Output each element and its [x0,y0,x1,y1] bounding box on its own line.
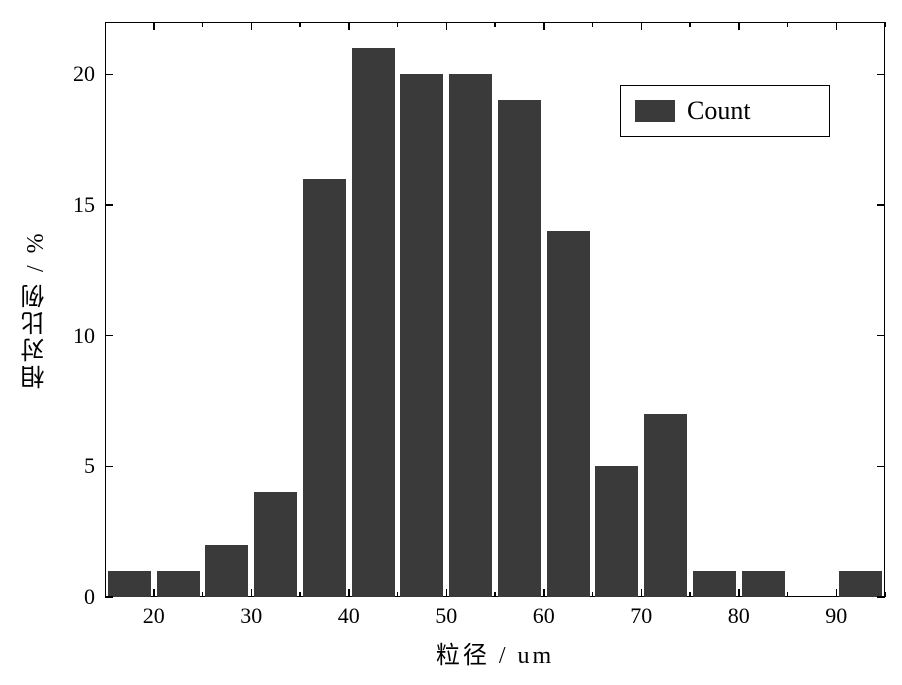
y-tick [105,466,113,468]
x-minor-tick [689,22,691,27]
x-tick [836,589,838,597]
x-tick-label: 40 [334,603,364,629]
x-minor-tick [884,22,886,27]
x-minor-tick [202,592,204,597]
y-tick-label: 5 [84,453,95,479]
y-tick-label: 10 [73,323,95,349]
histogram-bar [157,571,200,597]
histogram-bar [547,231,590,597]
y-tick [877,204,885,206]
histogram-bar [205,545,248,597]
y-tick-label: 20 [73,61,95,87]
x-tick [251,22,253,30]
x-minor-tick [787,592,789,597]
histogram-bar [352,48,395,597]
legend: Count [620,85,830,137]
x-minor-tick [299,592,301,597]
y-tick [105,74,113,76]
x-tick [641,22,643,30]
y-tick [877,74,885,76]
x-tick-label: 60 [529,603,559,629]
x-tick [738,22,740,30]
histogram-bar [498,100,541,597]
x-tick-label: 50 [431,603,461,629]
x-minor-tick [494,592,496,597]
x-tick [641,589,643,597]
histogram-bar [449,74,492,597]
legend-swatch [635,100,675,122]
chart-container: 相对比例 / % 粒径 / um Count 0 5 10 15 20 20 30 40 50 6… [0,0,902,685]
x-tick [543,22,545,30]
x-tick-label: 20 [139,603,169,629]
x-tick [348,589,350,597]
histogram-bar [742,571,785,597]
x-minor-tick [592,592,594,597]
y-tick [877,466,885,468]
x-tick-label: 70 [626,603,656,629]
x-minor-tick [884,592,886,597]
y-tick [105,335,113,337]
histogram-bar [108,571,151,597]
x-tick [446,22,448,30]
histogram-bar [839,571,882,597]
x-tick [836,22,838,30]
x-axis-label: 粒径 / um [105,635,885,670]
x-tick [153,22,155,30]
histogram-bar [400,74,443,597]
y-axis-label: 相对比例 / % [18,200,53,420]
y-tick [877,335,885,337]
histogram-bar [595,466,638,597]
x-minor-tick [494,22,496,27]
x-minor-tick [592,22,594,27]
x-minor-tick [397,22,399,27]
histogram-bar [693,571,736,597]
x-minor-tick [689,592,691,597]
x-minor-tick [299,22,301,27]
histogram-bar [644,414,687,597]
y-tick [105,596,113,598]
histogram-bar [254,492,297,597]
x-tick [251,589,253,597]
x-minor-tick [397,592,399,597]
x-tick-label: 90 [821,603,851,629]
x-minor-tick [202,22,204,27]
x-tick-label: 80 [724,603,754,629]
y-tick-label: 15 [73,192,95,218]
histogram-bar [303,179,346,597]
x-tick-label: 30 [236,603,266,629]
x-tick [348,22,350,30]
x-tick [446,589,448,597]
legend-label: Count [687,96,751,126]
y-tick-label: 0 [84,584,95,610]
x-tick [738,589,740,597]
y-tick [105,204,113,206]
x-tick [153,589,155,597]
x-tick [543,589,545,597]
x-minor-tick [787,22,789,27]
